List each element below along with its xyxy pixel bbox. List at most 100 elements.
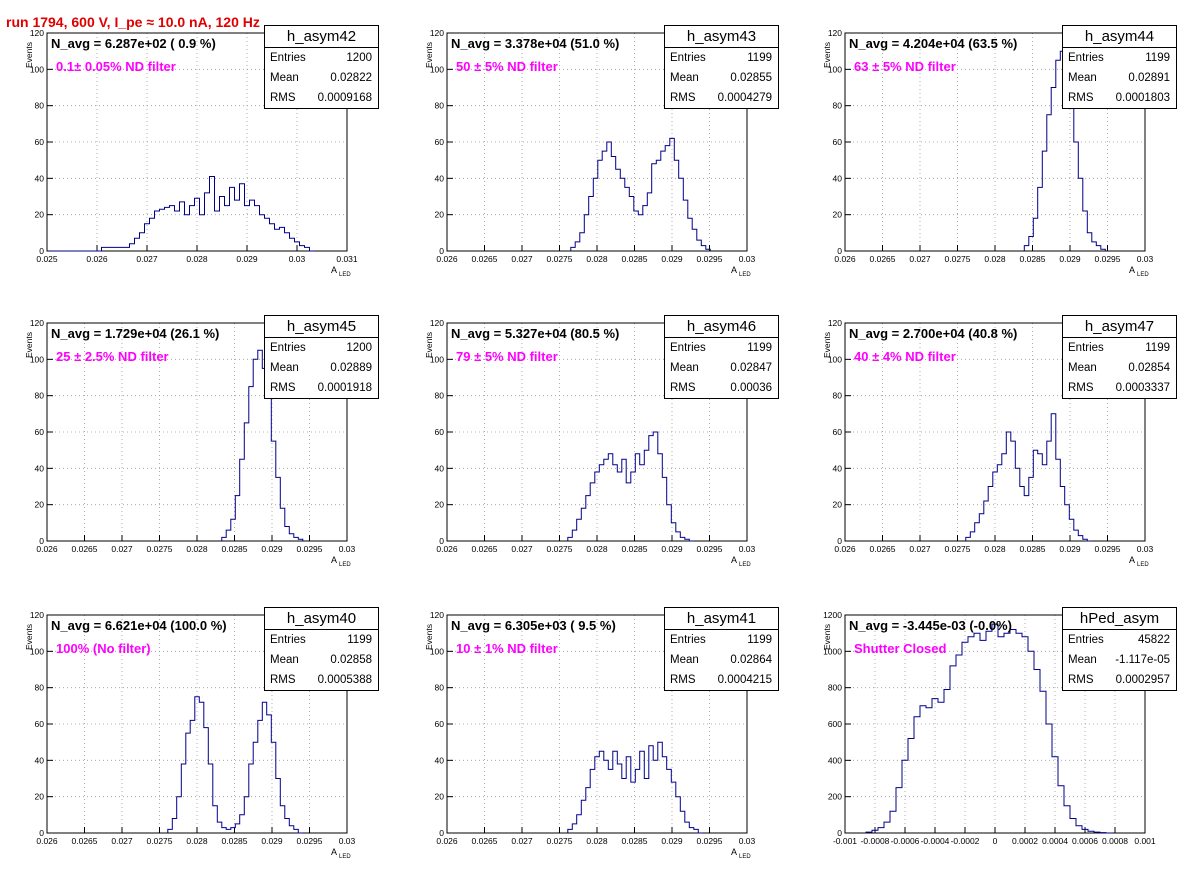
x-tick-label: 0.029 — [261, 836, 283, 846]
histogram-bin — [697, 240, 702, 251]
histogram-bin — [653, 432, 658, 541]
stats-label-rms: RMS — [1068, 674, 1094, 686]
x-tick-label: 0.0275 — [147, 836, 173, 846]
x-tick-label: 0.03 — [739, 544, 756, 554]
histogram-outline — [50, 176, 315, 252]
stats-row-entries: Entries 1199 — [665, 630, 778, 650]
stats-label-mean: Mean — [670, 654, 699, 666]
histogram-plot: 0.026 0.0265 0.027 0.0275 0.028 0.0285 0.029 0.… — [424, 610, 756, 860]
stats-value-mean: -1.117e-05 — [1115, 654, 1170, 666]
y-tick-label: 120 — [430, 28, 444, 38]
histogram-bin — [649, 436, 654, 541]
stats-value-rms: 0.0004279 — [717, 92, 772, 104]
stats-label-mean: Mean — [270, 362, 299, 374]
histogram-bin — [181, 764, 186, 833]
x-tick-label: 0.029 — [261, 544, 283, 554]
x-tick-label: 0.029 — [1059, 254, 1081, 264]
y-tick-label: 100 — [430, 646, 444, 656]
x-axis-label: A — [731, 555, 737, 565]
histogram-bin — [270, 224, 275, 251]
histogram-bin — [998, 637, 1004, 833]
histogram-bin — [701, 246, 706, 251]
histogram-bin — [165, 207, 170, 251]
histogram-bin — [586, 496, 591, 541]
stats-value-rms: 0.0003337 — [1115, 382, 1170, 394]
x-tick-label: 0.0285 — [222, 836, 248, 846]
stats-value-rms: 0.0001918 — [317, 382, 372, 394]
y-tick-label: 60 — [435, 427, 445, 437]
histogram-bin — [580, 233, 585, 251]
stats-value-entries: 1200 — [346, 342, 372, 354]
stats-row-rms: RMS 0.0001918 — [265, 378, 378, 398]
y-tick-label: 20 — [833, 210, 843, 220]
stats-row-rms: RMS 0.0004215 — [665, 670, 778, 690]
x-tick-label: 0.028 — [586, 254, 608, 264]
histogram-bin — [204, 728, 209, 833]
histogram-bin — [658, 454, 663, 541]
histogram-bin — [250, 200, 255, 251]
stats-value-entries: 1200 — [346, 52, 372, 64]
x-tick-label: 0.03 — [739, 836, 756, 846]
x-tick-label: 0.0265 — [472, 544, 498, 554]
stats-row-mean: Mean 0.02858 — [265, 650, 378, 670]
histogram-bin — [932, 699, 938, 833]
histogram-bin — [884, 822, 890, 833]
x-tick-label: 0.0275 — [547, 544, 573, 554]
stats-value-entries: 1199 — [1145, 52, 1170, 64]
histogram-bin — [878, 828, 884, 833]
histogram-bin — [608, 454, 613, 541]
histogram-bin — [589, 197, 594, 252]
stats-label-entries: Entries — [1068, 52, 1104, 64]
x-tick-label: 0.0275 — [547, 836, 573, 846]
y-tick-label: 20 — [35, 210, 45, 220]
stats-row-entries: Entries 1200 — [265, 48, 378, 68]
x-tick-label: 0.0285 — [1020, 544, 1046, 554]
x-tick-label: 0.027 — [511, 836, 533, 846]
histogram-bin — [975, 523, 980, 541]
histogram-bin — [160, 209, 165, 251]
histogram-bin — [135, 238, 140, 251]
histogram-panel-h_asym47: 0.026 0.0265 0.027 0.0275 0.028 0.0285 0.029 0.… — [798, 290, 1196, 580]
y-tick-label: 120 — [430, 610, 444, 620]
x-axis-label: A — [1129, 555, 1135, 565]
stats-row-mean: Mean 0.02855 — [665, 68, 778, 88]
histogram-bin — [635, 454, 640, 541]
x-tick-label: 0.028 — [984, 544, 1006, 554]
stats-row-entries: Entries 1199 — [265, 630, 378, 650]
histogram-bin — [611, 157, 616, 251]
histogram-bin — [168, 829, 173, 833]
y-tick-label: 60 — [435, 137, 445, 147]
histogram-bin — [692, 229, 697, 251]
histogram-bin — [289, 534, 294, 541]
x-axis-label: A — [331, 555, 337, 565]
histogram-bin — [244, 423, 249, 541]
histogram-bin — [249, 764, 254, 833]
plot-frame — [844, 322, 1146, 542]
histogram-bin — [172, 818, 177, 833]
histogram-bin — [667, 505, 672, 541]
histogram-bin — [258, 720, 263, 833]
stats-label-entries: Entries — [270, 634, 306, 646]
histogram-bin — [130, 244, 135, 251]
y-tick-label: 0 — [837, 536, 842, 546]
filter-note: Shutter Closed — [854, 641, 947, 656]
y-tick-label: 20 — [35, 500, 45, 510]
stats-label-rms: RMS — [270, 674, 296, 686]
stats-row-mean: Mean 0.02822 — [265, 68, 378, 88]
x-tick-label: 0.0295 — [297, 836, 323, 846]
histogram-bin — [1033, 218, 1038, 251]
histogram-bin — [625, 187, 630, 251]
histogram-bin — [652, 164, 657, 251]
histogram-bin — [210, 177, 215, 251]
y-tick-label: 80 — [35, 101, 45, 111]
histogram-bin — [208, 764, 213, 833]
x-tick-label: 0.0295 — [697, 254, 723, 264]
y-tick-label: 20 — [833, 500, 843, 510]
histogram-bin — [1051, 88, 1056, 252]
y-tick-label: 0 — [39, 246, 44, 256]
histogram-bin — [604, 459, 609, 541]
histogram-bin — [294, 829, 299, 833]
y-axis-label: Events — [822, 332, 832, 358]
histogram-bin — [613, 465, 618, 541]
y-tick-label: 40 — [833, 173, 843, 183]
